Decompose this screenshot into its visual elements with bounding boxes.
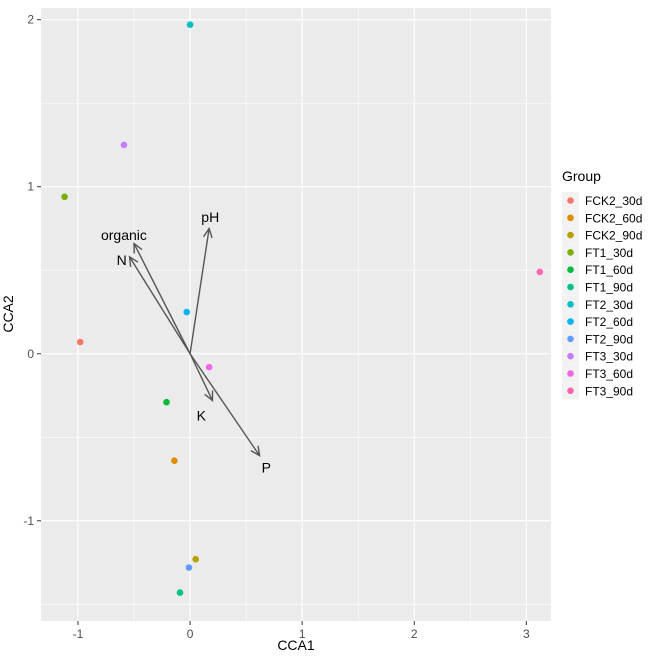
vector-P-line: [189, 353, 261, 457]
vector-K-line: [189, 353, 214, 401]
vector-pH-arrowhead: [202, 226, 213, 239]
y-tick-label: 0: [27, 347, 34, 361]
x-tick-label: 1: [299, 627, 306, 641]
x-tick-label: 2: [411, 627, 418, 641]
x-axis-title: CCA1: [277, 637, 315, 653]
legend-key-point: [567, 249, 574, 256]
legend-label: FT3_90d: [585, 384, 633, 398]
legend-title: Group: [562, 168, 601, 184]
legend-key-point: [567, 197, 574, 204]
legend-key-point: [567, 335, 574, 343]
y-tick-label: 1: [27, 180, 34, 194]
legend-label: FT3_30d: [585, 350, 633, 364]
legend: Group FCK2_30d FCK2_60d FCK2_90d FT1_30d FT1…: [562, 168, 642, 400]
legend-label: FT1_60d: [585, 263, 633, 277]
legend-label: FT1_30d: [585, 246, 633, 260]
y-tick-label: 2: [27, 13, 34, 27]
legend-label: FCK2_90d: [585, 229, 642, 243]
vector-pH-line: [189, 228, 210, 354]
y-tick-label: -1: [23, 514, 34, 528]
minor-grid: [41, 8, 551, 621]
vector-K-arrowhead: [204, 390, 214, 402]
legend-key-point: [567, 214, 574, 222]
environment-vectors: pH organic N K P: [101, 209, 271, 476]
legend-label: FCK2_60d: [585, 211, 642, 225]
point-FT3_90d: [536, 268, 544, 276]
vector-N-label: N: [117, 252, 127, 268]
legend-key-point: [567, 301, 574, 308]
vector-pH-label: pH: [201, 209, 219, 225]
vector-organic-arrowhead: [133, 242, 143, 254]
point-FT1_90d: [176, 589, 184, 596]
vector-N-line: [128, 256, 191, 355]
point-FT2_90d: [185, 564, 193, 571]
x-axis-ticks: -1 0 1 2 3: [73, 621, 530, 641]
y-axis-ticks: -1 0 1 2: [23, 13, 41, 528]
point-FT2_30d: [186, 21, 194, 29]
legend-key-point: [567, 352, 574, 360]
vector-organic-line: [133, 243, 191, 355]
point-FT2_60d: [183, 308, 191, 316]
point-FCK2_30d: [76, 338, 84, 346]
y-axis-title: CCA2: [0, 295, 16, 333]
legend-key-point: [567, 370, 574, 377]
sample-points: [61, 21, 544, 596]
x-tick-label: 0: [187, 627, 194, 641]
vector-K-label: K: [197, 408, 207, 424]
legend-key-point: [567, 318, 574, 325]
major-grid: [41, 8, 551, 621]
point-FT3_30d: [120, 141, 128, 149]
x-tick-label: 3: [523, 627, 530, 641]
point-FT1_60d: [163, 398, 170, 406]
vector-organic-label: organic: [101, 227, 147, 243]
point-FCK2_60d: [171, 457, 178, 464]
plot-panel: [41, 8, 551, 621]
point-FT1_30d: [61, 193, 68, 201]
legend-label: FT2_60d: [585, 315, 633, 329]
legend-label: FT2_90d: [585, 332, 633, 346]
x-tick-label: -1: [73, 627, 84, 641]
legend-label: FT2_30d: [585, 298, 633, 312]
legend-key-point: [567, 283, 574, 291]
point-FT3_60d: [205, 363, 213, 371]
legend-label: FCK2_30d: [585, 194, 642, 208]
legend-key-point: [567, 231, 574, 239]
vector-P-arrowhead: [250, 445, 261, 457]
vector-P-label: P: [262, 459, 271, 475]
legend-key-point: [567, 266, 574, 274]
legend-key-point: [567, 387, 574, 395]
vector-N-arrowhead: [128, 255, 139, 267]
legend-label: FT3_60d: [585, 367, 633, 381]
point-FCK2_90d: [192, 555, 199, 563]
legend-label: FT1_90d: [585, 281, 633, 295]
